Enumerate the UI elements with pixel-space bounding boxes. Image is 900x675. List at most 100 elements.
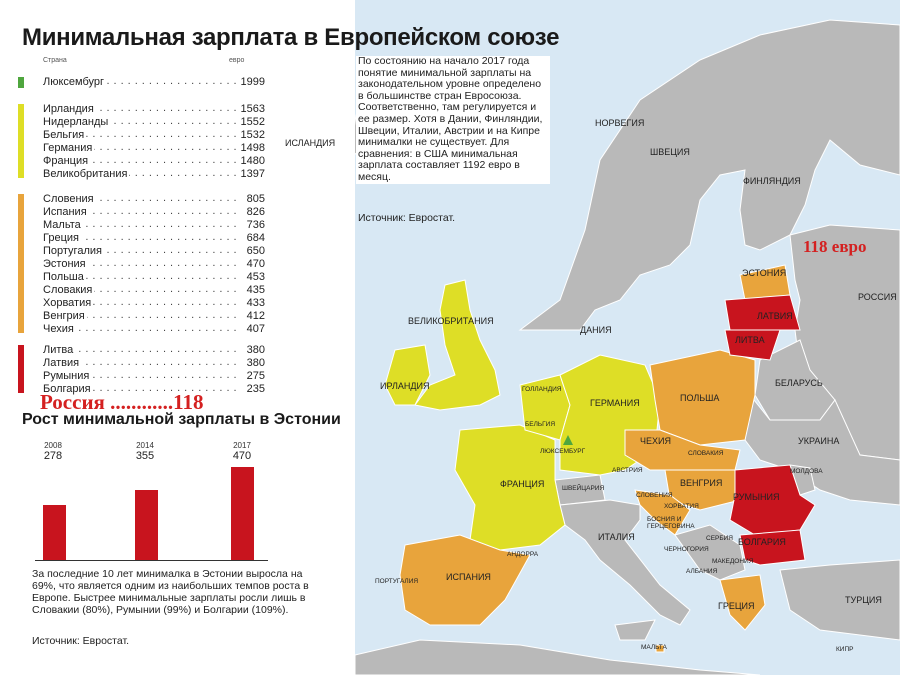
iberia-shape [399,534,531,626]
estonia-comparison-label: 118 евро [803,237,867,256]
list-item: ........................................… [43,322,265,336]
country-name: Нидерланды [43,116,111,129]
group-color-bar [18,345,24,393]
leader-dots: ........................................… [43,218,239,230]
label-luxembourg: ЛЮКСЕМБУРГ [540,448,586,455]
country-name: Чехия [43,323,76,336]
leader-dots: ........................................… [43,257,239,269]
source-note: Источник: Евростат. [32,635,130,647]
label-iceland: ИСЛАНДИЯ [285,138,336,148]
label-denmark: ДАНИЯ [580,325,612,335]
france-shape [454,424,566,551]
label-macedonia: МАКЕДОНИЯ [712,558,754,565]
salary-value: 826 [246,206,265,218]
label-cyprus: КИПР [836,646,854,653]
luxembourg-marker [563,435,573,445]
ireland-shape [384,344,431,406]
label-slovakia: СЛОВАКИЯ [688,450,724,457]
list-item: ........................................… [43,382,265,396]
leader-dots: ........................................… [43,356,239,368]
list-item: ........................................… [43,231,265,245]
label-turkey: ТУРЦИЯ [845,595,882,605]
salary-value: 453 [246,271,265,283]
list-item: ........................................… [43,192,265,206]
scandinavia-shape [518,19,900,331]
label-norway: НОРВЕГИЯ [595,118,645,128]
country-name: Люксембург [43,76,107,89]
label-hungary: ВЕНГРИЯ [680,478,723,488]
country-name: Латвия [43,357,82,370]
label-latvia: ЛАТВИЯ [757,311,793,321]
label-finland: ФИНЛЯНДИЯ [743,176,801,186]
ukraine-shape [744,393,900,506]
salary-value: 380 [246,357,265,369]
salary-value: 650 [246,245,265,257]
tick-label-2017: 2017 [233,441,251,450]
salary-value: 435 [246,284,265,296]
label-ukraine: УКРАИНА [798,436,840,446]
salary-value: 805 [246,193,265,205]
salary-value: 433 [246,297,265,309]
group-color-bar [18,104,24,178]
country-name: Словакия [43,284,95,297]
label-poland: ПОЛЬША [680,393,720,403]
greece-shape [719,574,766,631]
list-item: ........................................… [43,257,265,271]
country-name: Греция [43,232,81,245]
country-name: Ирландия [43,103,96,116]
salary-value: 1498 [240,142,265,154]
label-moldova: МОЛДОВА [790,468,823,475]
salary-value: 412 [246,310,265,322]
estonia-chart-title: Рост минимальной зарплаты в Эстонии [22,411,341,428]
africa-shape [354,639,761,675]
label-italy: ИТАЛИЯ [598,532,635,542]
country-name: Хорватия [43,297,94,310]
intro-source: Источник: Евростат. [358,212,456,224]
list-item: ........................................… [43,141,265,155]
list-item: ........................................… [43,75,265,89]
label-switzerland: ШВЕЙЦАРИЯ [562,485,605,492]
label-greece: ГРЕЦИЯ [718,601,755,611]
label-romania: РУМЫНИЯ [733,492,780,502]
salary-value: 235 [246,383,265,395]
salary-value: 470 [246,258,265,270]
country-name: Венгрия [43,310,87,323]
page-title: Минимальная зарплата в Европейском союзе [22,24,560,51]
country-name: Литва [43,344,76,357]
latvia-shape [724,294,801,331]
country-name: Румыния [43,370,92,383]
salary-value: 1397 [240,168,265,180]
sicily-shape [614,619,656,641]
bar-2017 [231,467,254,560]
label-albania: АЛБАНИЯ [686,568,718,575]
malta-shape [655,644,665,653]
list-item: ........................................… [43,270,265,284]
list-item: ........................................… [43,356,265,370]
list-item: ........................................… [43,102,265,116]
header-country: Страна [43,57,67,64]
country-name: Великобритания [43,168,130,181]
group-color-bar [18,77,24,88]
list-item: ........................................… [43,218,265,232]
tick-label-2014: 2014 [136,441,154,450]
list-item: ........................................… [43,309,265,323]
italy-shape [559,499,691,626]
label-sweden: ШВЕЦИЯ [650,147,690,157]
bar-2014 [135,490,158,560]
tick-label-2008: 2008 [44,441,62,450]
leader-dots: ........................................… [43,343,239,355]
list-item: ........................................… [43,128,265,142]
label-russia: РОССИЯ [858,292,897,302]
salary-value: 684 [246,232,265,244]
data-label-2008: 278 [43,450,63,462]
label-montenegro: ЧЕРНОГОРИЯ [664,546,709,553]
leader-dots: ........................................… [43,231,239,243]
leader-dots: ........................................… [43,322,239,334]
label-estonia: ЭСТОНИЯ [742,268,787,278]
label-belarus: БЕЛАРУСЬ [775,378,823,388]
list-item: ........................................… [43,283,265,297]
label-ireland: ИРЛАНДИЯ [380,381,430,391]
label-malta: МАЛЬТА [641,644,667,651]
label-france: ФРАНЦИЯ [500,479,545,489]
list-item: ........................................… [43,369,265,383]
